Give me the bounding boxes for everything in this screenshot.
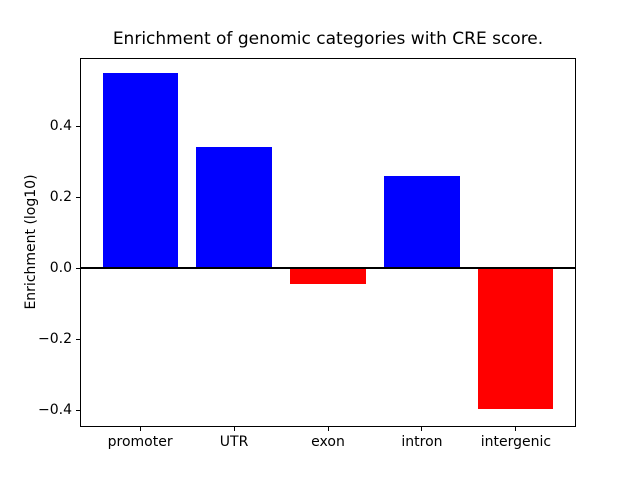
- y-tick-mark: [76, 267, 80, 269]
- x-tick-label-exon: exon: [311, 434, 345, 450]
- x-tick-mark: [139, 427, 141, 431]
- y-tick-mark: [76, 409, 80, 411]
- bar-intron: [384, 175, 460, 269]
- y-tick-label: 0.0: [49, 260, 72, 277]
- x-tick-label-intergenic: intergenic: [480, 434, 552, 450]
- x-tick-mark: [515, 427, 517, 431]
- bar-exon: [290, 268, 366, 285]
- x-tick-mark: [421, 427, 423, 431]
- x-tick-label-promoter: promoter: [107, 434, 173, 450]
- x-tick-mark: [327, 427, 329, 431]
- x-tick-label-UTR: UTR: [219, 434, 249, 450]
- y-tick-mark: [76, 125, 80, 127]
- y-tick-label: −0.2: [38, 331, 72, 348]
- y-tick-mark: [76, 196, 80, 198]
- bar-intergenic: [478, 268, 554, 409]
- chart-title: Enrichment of genomic categories with CR…: [112, 29, 544, 49]
- y-tick-label: 0.2: [49, 189, 72, 206]
- bar-promoter: [102, 72, 178, 269]
- y-tick-label: −0.4: [38, 402, 72, 419]
- y-tick-label: 0.4: [49, 118, 72, 135]
- y-tick-mark: [76, 338, 80, 340]
- x-tick-mark: [233, 427, 235, 431]
- x-tick-label-intron: intron: [401, 434, 443, 450]
- bar-UTR: [196, 147, 272, 269]
- zero-line: [80, 267, 576, 270]
